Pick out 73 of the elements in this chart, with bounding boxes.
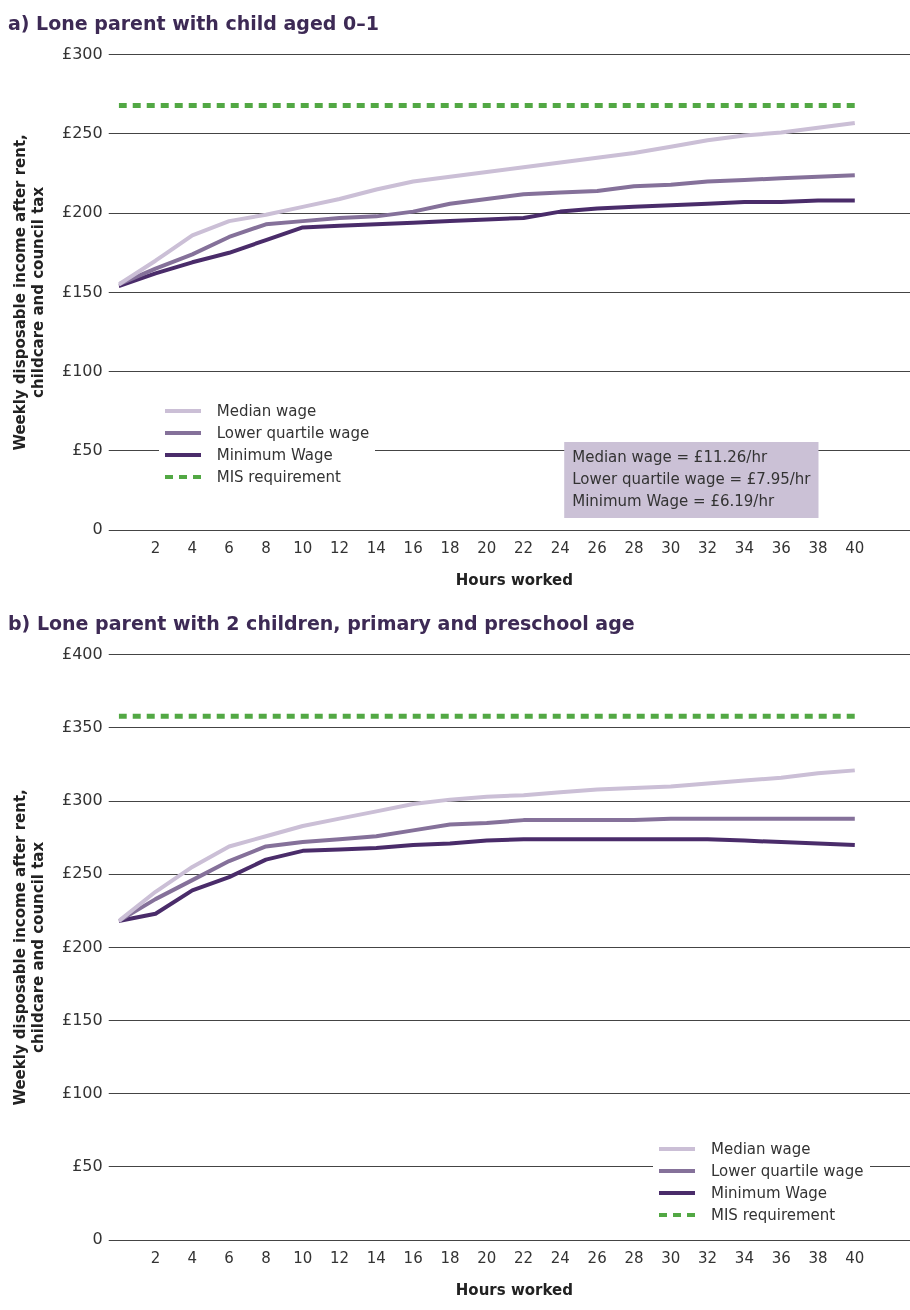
x-tick-label: 22 [514,538,534,557]
x-axis-title: Hours worked [455,570,573,589]
x-axis-title: Hours worked [455,1280,573,1299]
x-tick-label: 32 [698,1248,718,1267]
x-tick-label: 14 [366,538,386,557]
x-tick-label: 16 [403,1248,423,1267]
y-tick-label: £100 [62,360,103,380]
x-tick-label: 34 [734,538,754,557]
legend-label: Minimum Wage [216,446,333,464]
x-tick-label: 40 [845,538,865,557]
y-tick-label: £150 [62,281,103,301]
y-tick-label: £250 [62,863,103,883]
x-tick-label: 6 [224,538,234,557]
x-tick-label: 38 [808,538,828,557]
x-tick-label: 40 [845,1248,865,1267]
y-axis-title: Weekly disposable income after rent, childcare and council tax [10,789,47,1106]
x-tick-label: 38 [808,1248,828,1267]
x-tick-label: 26 [587,538,607,557]
y-tick-label: 0 [92,1229,103,1249]
y-tick-label: £200 [62,202,103,222]
y-tick-label: £300 [62,790,103,810]
y-tick-label: £100 [62,1082,103,1102]
x-tick-label: 32 [698,538,718,557]
x-tick-label: 16 [403,538,423,557]
x-tick-label: 20 [477,1248,497,1267]
legend-label: Median wage [711,1140,811,1158]
x-tick-label: 22 [514,1248,534,1267]
legend-label: Median wage [216,402,317,420]
y-tick-label: £200 [62,936,103,956]
x-tick-label: 8 [261,538,271,557]
annotation: Lower quartile wage = £7.95/hr [572,469,812,488]
legend-label: MIS requirement [216,468,341,486]
y-tick-label: £150 [62,1009,103,1029]
x-tick-label: 12 [329,538,350,557]
legend-label: Lower quartile wage [711,1162,864,1180]
x-tick-label: 24 [550,1248,570,1267]
x-tick-label: 6 [224,1248,234,1267]
annotation: Minimum Wage = £6.19/hr [572,491,775,510]
x-tick-label: 24 [550,538,570,557]
y-axis-title: Weekly disposable income after rent, childcare and council tax [10,134,47,451]
x-tick-label: 10 [293,538,313,557]
x-tick-label: 18 [440,538,460,557]
chart-title: a) Lone parent with child aged 0–1 [8,12,379,35]
x-tick-label: 30 [661,1248,681,1267]
x-tick-label: 26 [587,1248,607,1267]
legend-label: MIS requirement [711,1206,836,1224]
y-tick-label: £50 [72,1156,103,1176]
annotation: Median wage = £11.26/hr [572,447,768,466]
y-tick-label: £50 [72,439,103,459]
x-tick-label: 30 [661,538,681,557]
x-tick-label: 36 [771,1248,791,1267]
x-tick-label: 28 [624,1248,644,1267]
y-tick-label: £400 [62,643,103,663]
x-tick-label: 12 [329,1248,350,1267]
y-tick-label: £250 [62,123,103,143]
x-tick-label: 2 [150,1248,161,1267]
y-tick-label: £350 [62,717,103,737]
x-tick-label: 18 [440,1248,460,1267]
x-tick-label: 4 [187,538,198,557]
x-tick-label: 20 [477,538,497,557]
x-tick-label: 14 [366,1248,386,1267]
x-tick-label: 36 [771,538,791,557]
x-tick-label: 8 [261,1248,271,1267]
x-tick-label: 4 [187,1248,198,1267]
x-tick-label: 10 [293,1248,313,1267]
legend-label: Minimum Wage [711,1184,828,1202]
y-tick-label: 0 [92,519,103,539]
chart-title: b) Lone parent with 2 children, primary and preschool age [8,612,635,635]
x-tick-label: 2 [150,538,161,557]
x-tick-label: 28 [624,538,644,557]
x-tick-label: 34 [734,1248,754,1267]
legend-label: Lower quartile wage [216,424,370,442]
y-tick-label: £300 [62,43,103,63]
